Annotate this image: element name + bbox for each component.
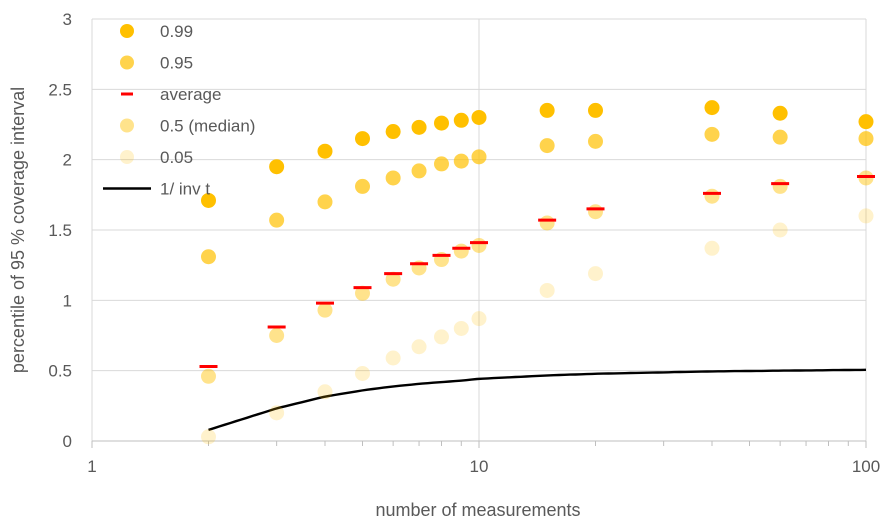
legend-label-0-99: 0.99 [160, 22, 193, 41]
point-0-5-median [269, 328, 285, 343]
point-0-95 [355, 178, 371, 194]
point-0-95 [317, 194, 333, 210]
y-tick-label: 1 [63, 291, 72, 310]
point-0-99 [355, 131, 371, 147]
point-0-99 [858, 114, 874, 130]
y-tick-label: 3 [63, 10, 72, 29]
x-tick-label: 10 [470, 457, 489, 476]
point-0-5-median [200, 368, 216, 384]
point-0-05 [269, 405, 285, 421]
point-0-05 [317, 384, 333, 400]
point-0-99 [471, 109, 487, 125]
legend-swatch-0-99 [120, 24, 134, 38]
series-line-inv-t [208, 368, 867, 432]
x-tick-labels: 1 10 100 [87, 457, 880, 476]
point-0-5-median [317, 302, 333, 318]
x-tick-label: 1 [87, 457, 96, 476]
point-0-99 [411, 119, 427, 135]
point-0-05 [411, 339, 427, 355]
legend-label-0-05: 0.05 [160, 148, 193, 167]
point-0-95 [433, 156, 449, 172]
y-tick-label: 0 [63, 432, 72, 451]
point-0-5-median [587, 204, 603, 220]
point-0-05 [355, 365, 371, 381]
point-0-05 [858, 208, 874, 224]
point-0-95 [200, 249, 216, 265]
legend-label-0-5-median: 0.5 (median) [160, 117, 255, 136]
y-tick-label: 2 [63, 151, 72, 170]
point-0-99 [587, 102, 603, 118]
point-0-95 [385, 170, 401, 186]
point-0-5-median [385, 271, 401, 287]
legend-label-0-95: 0.95 [160, 54, 193, 73]
point-0-99 [385, 124, 401, 140]
point-0-05 [385, 350, 401, 366]
y-tick-label: 1.5 [48, 221, 72, 240]
point-0-05 [539, 282, 555, 298]
point-0-99 [453, 112, 469, 128]
point-0-99 [539, 102, 555, 118]
point-0-99 [433, 115, 449, 131]
point-0-95 [471, 149, 487, 165]
point-0-5-median [704, 188, 720, 204]
legend: 0.99 0.95 average 0.5 (median) 0.05 1/ inv t [103, 22, 255, 199]
legend-label-1-inv-t: 1/ inv t [160, 180, 210, 199]
x-tick-label: 100 [852, 457, 880, 476]
point-0-95 [858, 131, 874, 147]
point-0-99 [269, 159, 285, 175]
legend-swatch-0-95 [120, 55, 134, 70]
point-0-99 [704, 100, 720, 116]
point-0-99 [317, 143, 333, 159]
point-0-95 [453, 153, 469, 169]
data-marks [199, 100, 875, 445]
point-0-5-median [453, 243, 469, 259]
point-0-05 [453, 320, 469, 336]
y-axis-title: percentile of 95 % coverage interval [8, 87, 28, 373]
point-0-95 [539, 138, 555, 154]
x-axis-title: number of measurements [375, 500, 580, 520]
point-0-99 [772, 105, 788, 121]
point-0-95 [587, 133, 603, 149]
point-0-5-median [539, 215, 555, 231]
legend-swatch-0-5-median [120, 118, 134, 133]
y-tick-label: 0.5 [48, 362, 72, 381]
point-0-95 [772, 129, 788, 145]
point-0-95 [704, 126, 720, 142]
legend-label-average: average [160, 85, 221, 104]
point-0-5-median [355, 285, 371, 301]
y-tick-labels: 0 0.5 1 1.5 2 2.5 3 [48, 10, 72, 451]
point-0-05 [433, 329, 449, 345]
point-0-05 [704, 240, 720, 256]
point-0-05 [200, 429, 216, 445]
point-0-05 [471, 311, 487, 327]
y-tick-label: 2.5 [48, 80, 72, 99]
point-0-05 [587, 266, 603, 282]
legend-swatch-0-05 [120, 150, 134, 164]
point-0-95 [411, 163, 427, 179]
point-0-05 [772, 222, 788, 238]
point-0-5-median [772, 178, 788, 194]
point-0-5-median [471, 237, 487, 253]
point-0-95 [269, 212, 285, 228]
point-0-99 [200, 192, 216, 208]
